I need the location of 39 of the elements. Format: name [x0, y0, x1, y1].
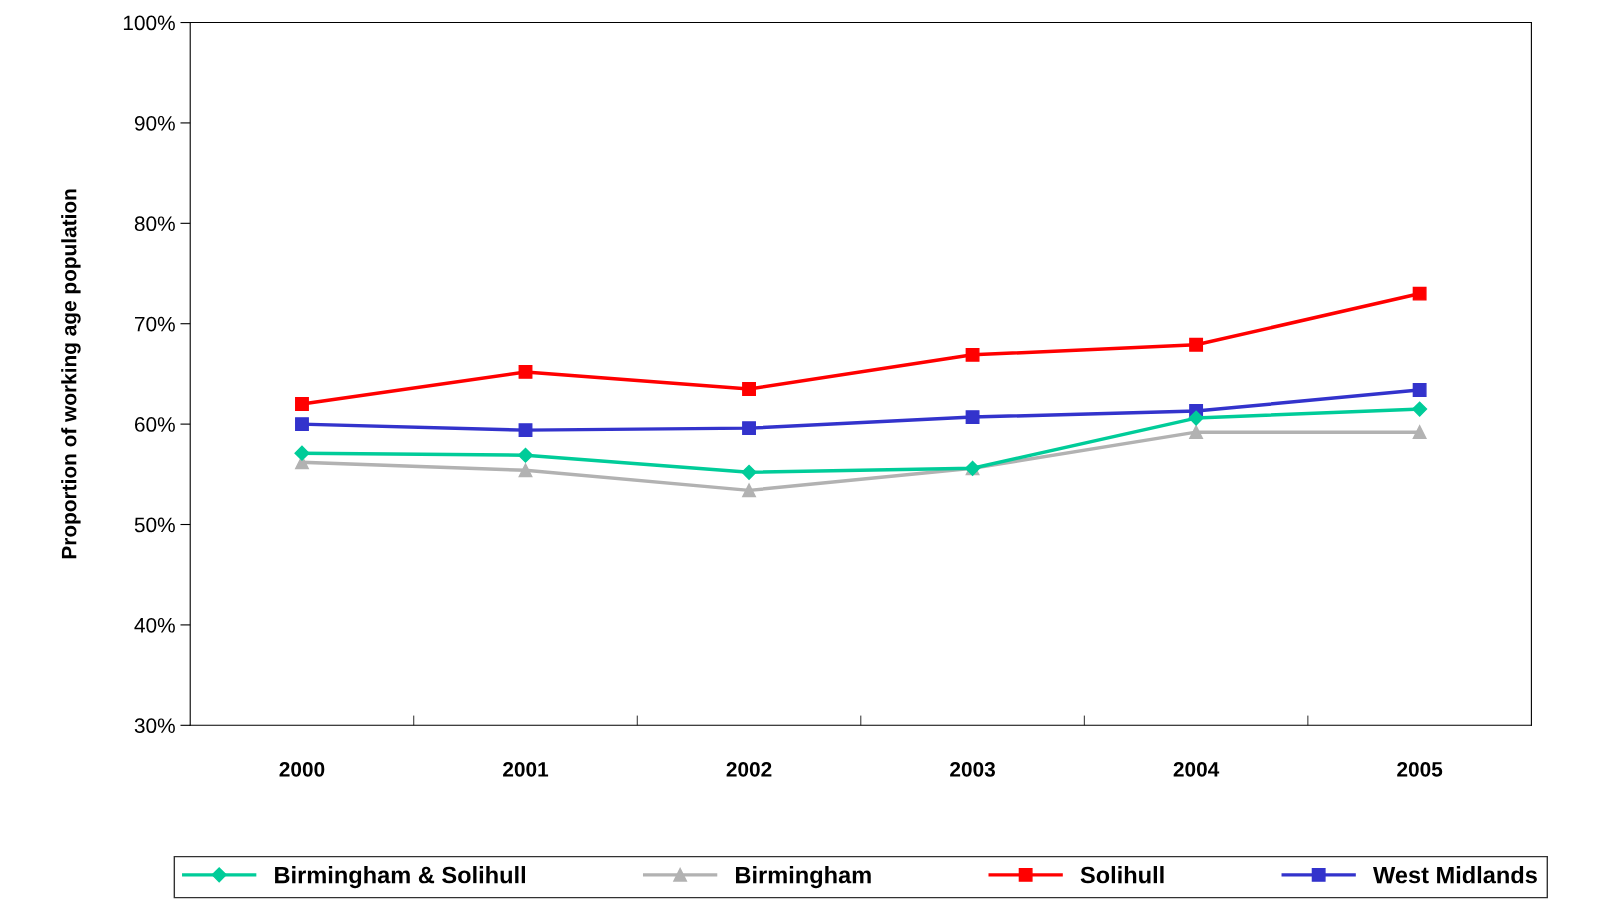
point — [741, 464, 757, 480]
legend-label: Birmingham & Solihull — [275, 866, 525, 889]
point — [1412, 286, 1427, 301]
point — [294, 445, 310, 461]
point — [742, 421, 756, 436]
legend-label: West Midlands — [1373, 866, 1537, 884]
point — [295, 397, 309, 411]
point — [1412, 401, 1428, 417]
y-tick-label: 90% — [134, 115, 175, 131]
point — [1188, 410, 1204, 426]
y-tick-label: 80% — [134, 216, 175, 232]
y-tick-label: 100% — [123, 15, 175, 31]
y-tick-label: 30% — [134, 718, 175, 734]
legend-label: Birmingham — [736, 866, 871, 889]
x-tick-label: 2000 — [279, 761, 325, 777]
x-tick-label: 2005 — [1397, 761, 1443, 777]
x-tick-label: 2001 — [503, 761, 549, 777]
y-tick-label: 70% — [135, 316, 175, 332]
point — [742, 382, 756, 396]
x-tick-label: 2004 — [1173, 761, 1220, 777]
x-tick-label: 2002 — [726, 761, 772, 777]
y-tick-label: 60% — [134, 417, 175, 432]
point — [1412, 383, 1427, 397]
y-tick-label: 50% — [134, 517, 175, 533]
point — [518, 364, 533, 379]
y-tick-label: 40% — [134, 617, 175, 633]
point — [1412, 425, 1427, 440]
point — [1189, 337, 1204, 352]
y-axis-title: Proportion of working age population — [61, 189, 81, 559]
point — [965, 410, 980, 425]
x-tick-label: 2003 — [950, 761, 995, 777]
point — [295, 417, 309, 432]
point — [518, 423, 533, 438]
point — [1189, 425, 1204, 440]
point — [517, 447, 534, 463]
point — [742, 483, 756, 498]
point — [518, 463, 533, 478]
legend-label: Solihull — [1080, 866, 1164, 884]
point — [965, 347, 980, 362]
